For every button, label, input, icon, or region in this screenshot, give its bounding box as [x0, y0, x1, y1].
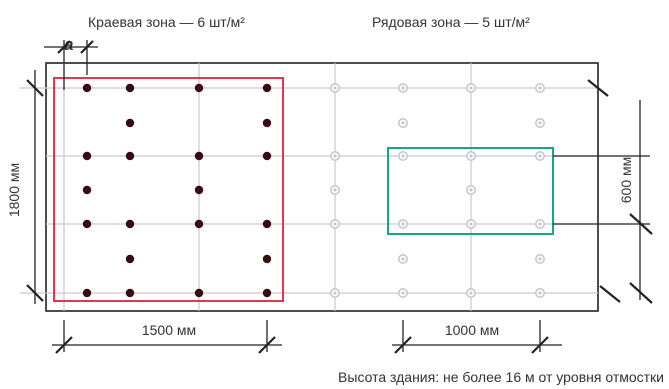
height-600-label: 600 мм — [618, 157, 634, 204]
spacing-a-label: a — [64, 35, 73, 54]
row-fastener — [397, 118, 408, 129]
row-fastener — [329, 151, 340, 162]
edge-fastener — [194, 83, 204, 93]
edge-fastener — [82, 83, 92, 93]
dim-1500-tick-left — [55, 336, 73, 354]
row-fastener — [329, 185, 340, 196]
edge-fastener — [125, 118, 135, 128]
dim-1800-tick-bottom — [26, 284, 44, 302]
edge-fastener — [125, 254, 135, 264]
row-fastener — [397, 151, 408, 162]
edge-fastener — [194, 185, 204, 195]
sheet-corner-ticks — [587, 79, 621, 303]
edge-fastener — [125, 151, 135, 161]
row-fastener — [534, 118, 545, 129]
edge-fastener — [125, 288, 135, 298]
dim-600-tick-top — [629, 213, 653, 235]
width-1000-label: 1000 мм — [445, 322, 499, 338]
corner-tick-top-right — [587, 79, 609, 97]
row-fastener — [465, 83, 476, 94]
edge-fastener — [82, 219, 92, 229]
dim-1500-tick-right — [258, 336, 276, 354]
edge-fastener — [125, 83, 135, 93]
edge-fastener — [82, 185, 92, 195]
edge-fastener — [194, 219, 204, 229]
dim-a-tick-right — [80, 40, 94, 54]
row-fastener — [465, 287, 476, 298]
edge-fastener — [262, 118, 272, 128]
sheet-border — [45, 62, 599, 312]
dim-a-tick-left — [57, 40, 71, 54]
edge-fastener — [82, 151, 92, 161]
edge-fastener — [194, 288, 204, 298]
row-fastener — [329, 83, 340, 94]
height-1800-label: 1800 мм — [6, 163, 22, 217]
row-fastener — [397, 254, 408, 265]
dimension-lines — [26, 40, 653, 354]
edge-fastener — [262, 219, 272, 229]
row-zone-fasteners — [329, 83, 545, 298]
edge-fastener — [82, 288, 92, 298]
edge-zone-label: Краевая зона — 6 шт/м² — [88, 14, 245, 30]
row-fastener — [534, 151, 545, 162]
row-fastener — [329, 287, 340, 298]
dim-1000-tick-right — [531, 336, 549, 354]
row-fastener — [397, 287, 408, 298]
width-1500-label: 1500 мм — [142, 322, 196, 338]
edge-fastener — [262, 288, 272, 298]
row-fastener — [534, 219, 545, 230]
row-fastener — [534, 254, 545, 265]
dim-600-tick-bottom — [629, 282, 653, 304]
dim-1000-tick-left — [394, 336, 412, 354]
edge-fastener — [125, 219, 135, 229]
edge-fastener — [194, 151, 204, 161]
edge-fastener — [262, 254, 272, 264]
row-fastener — [465, 219, 476, 230]
row-zone-label: Рядовая зона — 5 шт/м² — [372, 14, 530, 30]
grid-lines — [20, 63, 598, 311]
edge-fastener — [262, 83, 272, 93]
dim-1800-tick-top — [26, 79, 44, 97]
corner-tick-bottom-right — [599, 285, 621, 303]
row-fastener — [534, 287, 545, 298]
edge-fastener — [262, 151, 272, 161]
row-fastener — [397, 83, 408, 94]
edge-zone-frame — [53, 77, 284, 302]
row-fastener — [534, 83, 545, 94]
footnote-label: Высота здания: не более 16 м от уровня о… — [338, 369, 664, 385]
row-fastener — [329, 219, 340, 230]
row-zone-frame — [387, 147, 554, 235]
row-fastener — [465, 185, 476, 196]
row-fastener — [397, 219, 408, 230]
edge-zone-fasteners — [82, 83, 272, 298]
row-fastener — [465, 151, 476, 162]
